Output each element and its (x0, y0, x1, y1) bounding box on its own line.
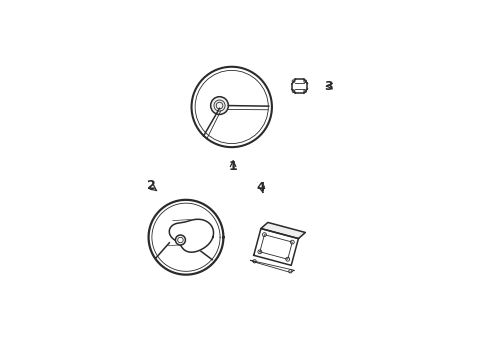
Text: 1: 1 (229, 160, 238, 173)
Polygon shape (254, 229, 298, 265)
Circle shape (175, 235, 185, 245)
Text: 4: 4 (256, 181, 265, 194)
Polygon shape (169, 219, 214, 252)
Text: 2: 2 (147, 179, 156, 193)
Text: 3: 3 (324, 80, 333, 93)
Polygon shape (250, 260, 294, 272)
Circle shape (211, 97, 228, 114)
Polygon shape (261, 222, 305, 239)
